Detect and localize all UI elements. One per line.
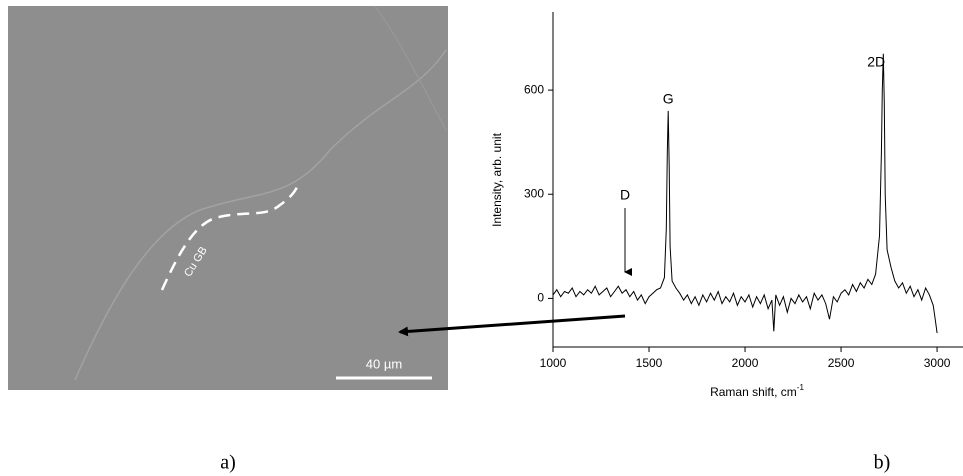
panel-label: a) bbox=[220, 452, 236, 474]
x-tick-label: 2000 bbox=[732, 356, 759, 370]
link-arrow bbox=[398, 314, 626, 337]
grain-boundary bbox=[74, 49, 447, 381]
grain-boundary bbox=[374, 5, 447, 131]
x-axis-label-sup: -1 bbox=[797, 383, 805, 392]
sem-background bbox=[8, 6, 448, 390]
sem-image: Cu GB 40 µm bbox=[8, 5, 448, 390]
x-axis-label: Raman shift, cm-1 bbox=[710, 383, 804, 399]
x-tick-label: 2500 bbox=[828, 356, 855, 370]
peak-label: G bbox=[663, 91, 674, 107]
x-tick-label: 1000 bbox=[540, 356, 567, 370]
y-axis-label: Intensity, arb. unit bbox=[490, 132, 504, 226]
x-tick-label: 3000 bbox=[924, 356, 951, 370]
gb-dashed-line bbox=[160, 184, 300, 291]
y-tick-label: 600 bbox=[524, 82, 544, 96]
peak-label: D bbox=[620, 187, 630, 203]
x-axis-label-main: Raman shift, cm bbox=[710, 385, 797, 399]
y-tick-label: 300 bbox=[524, 186, 544, 200]
spectrum-line bbox=[552, 53, 938, 334]
x-tick-label: 1500 bbox=[636, 356, 663, 370]
peak-label: 2D bbox=[867, 54, 885, 70]
scale-bar-label: 40 µm bbox=[366, 356, 402, 371]
raman-chart: 0 300 600 1000 1500 2000 2500 3000 Raman shift, … bbox=[490, 12, 963, 399]
panel-label: b) bbox=[874, 452, 891, 474]
y-tick-label: 0 bbox=[537, 291, 544, 305]
